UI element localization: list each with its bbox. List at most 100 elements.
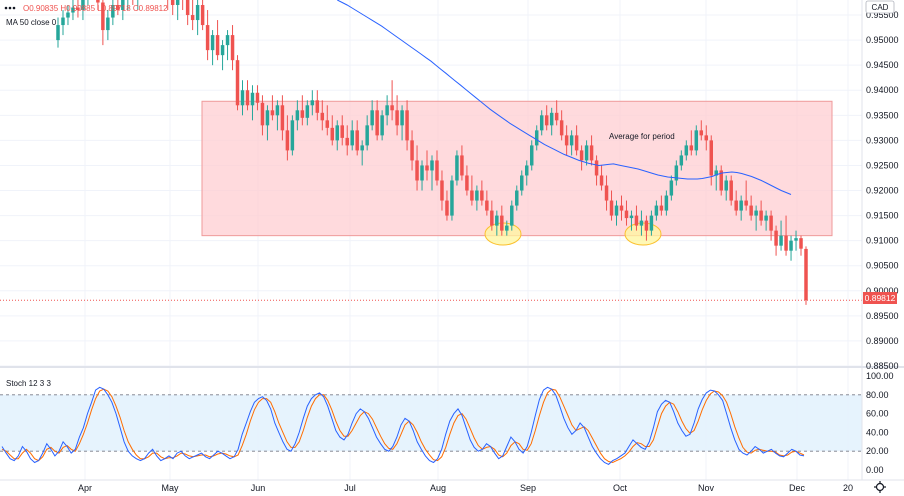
- candle-body: [460, 155, 464, 176]
- candle: [619, 195, 624, 221]
- candle-body: [674, 165, 679, 181]
- candle-body: [81, 0, 85, 11]
- candle: [520, 170, 524, 196]
- stoch-tick-label: 40.00: [866, 427, 889, 437]
- candle: [255, 85, 260, 111]
- candle-body: [624, 210, 629, 219]
- candle: [500, 205, 504, 236]
- candle-body: [375, 110, 379, 136]
- candle: [749, 195, 753, 221]
- time-tick-label: Sep: [520, 483, 536, 493]
- candle-body: [480, 190, 484, 201]
- candle-body: [345, 137, 349, 146]
- candle: [430, 155, 434, 191]
- candle: [380, 110, 384, 141]
- stoch-pane[interactable]: [0, 386, 862, 465]
- candle-body: [430, 160, 434, 171]
- stoch-axis[interactable]: 100.00 80.00 60.00 40.00 20.00 0.00: [866, 371, 894, 475]
- candle-body: [659, 205, 664, 211]
- candle: [644, 215, 649, 241]
- candle: [629, 210, 634, 231]
- candle-body: [116, 5, 120, 11]
- candle: [455, 150, 459, 186]
- candle: [529, 140, 534, 171]
- time-tick-label: Jul: [344, 483, 356, 493]
- candle-body: [769, 215, 773, 231]
- candle: [182, 0, 184, 11]
- ma50-line: [337, 0, 792, 195]
- candle-body: [300, 110, 305, 118]
- candle: [794, 230, 798, 251]
- stoch-band: [0, 394, 862, 452]
- time-axis[interactable]: Apr May Jun Jul Aug Sep Oct Nov Dec 20: [78, 483, 853, 493]
- candle-body: [111, 5, 115, 18]
- candle-body: [230, 35, 235, 61]
- candle-body: [584, 145, 589, 161]
- candle: [534, 125, 539, 151]
- candle: [699, 120, 704, 141]
- candle: [66, 5, 70, 26]
- candle-body: [240, 90, 245, 106]
- candle: [614, 200, 619, 226]
- candle-body: [470, 190, 474, 201]
- candle-body: [420, 165, 424, 181]
- candle: [634, 205, 639, 231]
- candle: [744, 180, 748, 211]
- candle-body: [265, 110, 270, 126]
- candle: [510, 200, 514, 231]
- candle: [664, 190, 669, 216]
- candle: [649, 210, 654, 236]
- candle: [599, 165, 604, 191]
- candle-body: [315, 100, 320, 113]
- price-axis[interactable]: 0.95500 0.95000 0.94500 0.94000 0.93500 0.930…: [866, 10, 899, 371]
- candle-body: [325, 120, 330, 128]
- price-tick-label: 0.89000: [866, 336, 899, 346]
- candle: [260, 95, 265, 136]
- candle-body: [525, 165, 529, 176]
- range-box: [201, 100, 833, 237]
- candle: [170, 0, 175, 16]
- candle: [415, 145, 419, 191]
- stoch-tick-label: 80.00: [866, 390, 889, 400]
- settings-gear-icon[interactable]: [874, 481, 886, 493]
- candle-body: [96, 0, 100, 3]
- candle-body: [465, 175, 469, 191]
- candle-body: [425, 165, 429, 171]
- candle-body: [804, 248, 808, 301]
- candle: [325, 105, 330, 136]
- price-tick-label: 0.92500: [866, 160, 899, 170]
- price-tick-label: 0.90000: [866, 286, 899, 296]
- currency-button-bg: [865, 0, 895, 14]
- candle: [719, 165, 723, 196]
- candle-body: [520, 175, 524, 191]
- price-pane[interactable]: Average for period: [0, 0, 862, 305]
- candle-body: [729, 180, 733, 201]
- time-tick-label: Nov: [698, 483, 715, 493]
- candle: [240, 80, 245, 116]
- candle: [305, 100, 310, 126]
- candle-body: [754, 210, 758, 216]
- candle: [445, 190, 449, 221]
- candle-body: [400, 110, 404, 126]
- candle-body: [435, 160, 439, 181]
- candle: [475, 185, 479, 211]
- candle-body: [66, 12, 70, 18]
- candle: [106, 10, 110, 41]
- candle: [330, 115, 335, 146]
- candle-body: [744, 200, 748, 206]
- candle: [779, 220, 783, 251]
- candle-body: [475, 190, 479, 201]
- candle-body: [390, 105, 394, 111]
- collapse-icon[interactable]: [4, 6, 16, 10]
- candle-body: [285, 130, 290, 151]
- currency-button[interactable]: CAD: [865, 0, 895, 14]
- candle-body: [749, 205, 753, 216]
- candle: [639, 210, 644, 236]
- candle: [604, 175, 609, 211]
- price-tick-label: 0.88500: [866, 361, 899, 371]
- candle-body: [235, 60, 240, 106]
- candle: [132, 0, 134, 6]
- candle: [684, 140, 689, 161]
- candle-body: [505, 225, 509, 231]
